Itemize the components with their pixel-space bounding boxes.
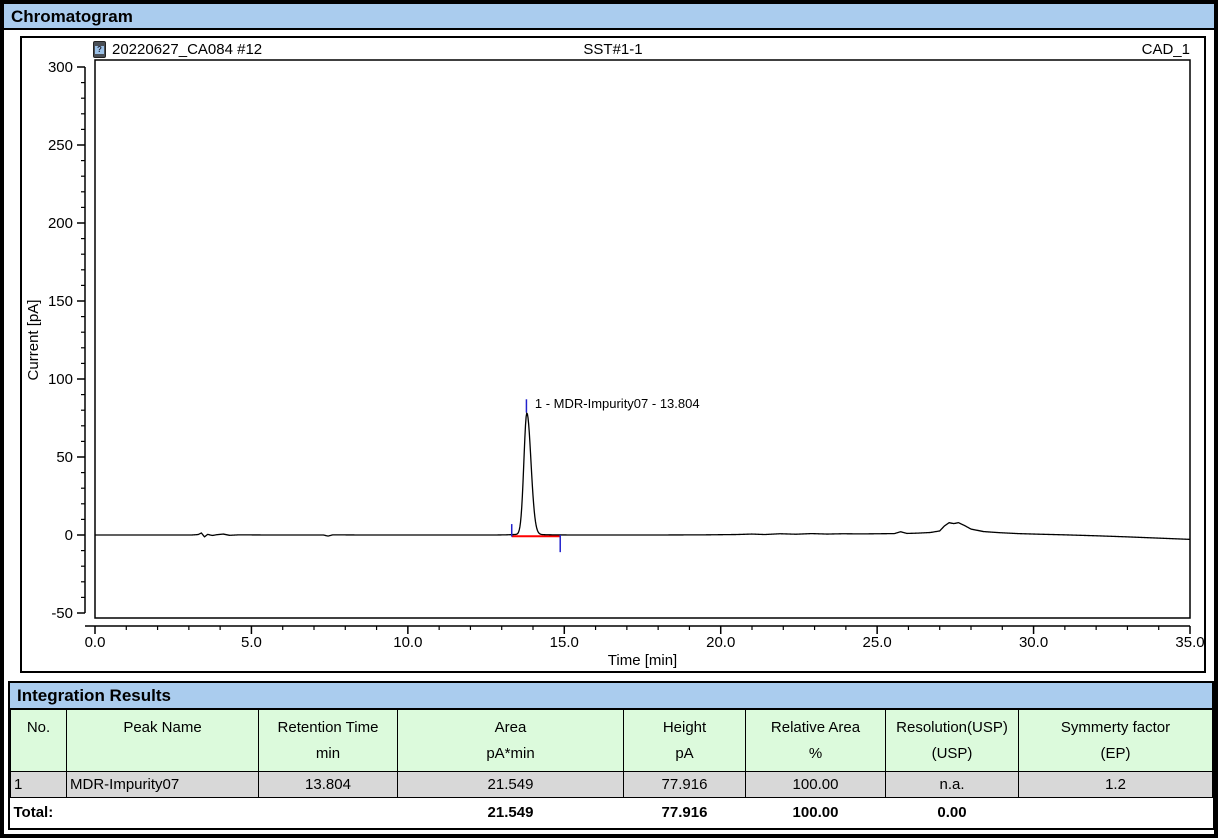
y-tick-label: 250	[48, 137, 73, 154]
total-symmetry-factor	[1018, 797, 1213, 828]
y-tick-label: 200	[48, 215, 73, 232]
y-tick-label: 300	[48, 59, 73, 76]
x-tick-label: 30.0	[1019, 634, 1048, 651]
col-header-symmetry-factor: Symmerty factor (EP)	[1018, 709, 1213, 772]
total-height: 77.916	[623, 797, 746, 828]
col-header-relative-area: Relative Area %	[745, 709, 886, 772]
y-tick-label: 0	[65, 527, 73, 544]
cell-height: 77.916	[623, 771, 746, 798]
chromatogram-panel[interactable]: ? 20220627_CA084 #12 SST#1-1 CAD_1 -50 0 5…	[20, 36, 1206, 673]
total-label: Total:	[10, 797, 398, 828]
y-tick-label: 100	[48, 371, 73, 388]
y-tick-label: 50	[56, 449, 73, 466]
total-resolution: 0.00	[885, 797, 1019, 828]
chromatogram-trace	[94, 412, 1191, 541]
y-axis-title: Current [pA]	[25, 300, 42, 381]
total-row: Total: 21.549 77.916 100.00 0.00	[10, 797, 1213, 828]
peak-result-row[interactable]: 1 MDR-Impurity07 13.804 21.549 77.916 10…	[10, 771, 1213, 798]
col-header-resolution: Resolution(USP) (USP)	[885, 709, 1019, 772]
y-tick-label: -50	[51, 605, 73, 622]
x-tick-label: 25.0	[863, 634, 892, 651]
total-area: 21.549	[397, 797, 624, 828]
x-tick-label: 35.0	[1175, 634, 1204, 651]
integration-results-panel: Integration Results No. Peak Name Retent…	[8, 681, 1214, 830]
x-tick-label: 15.0	[550, 634, 579, 651]
x-tick-label: 10.0	[393, 634, 422, 651]
cell-peak-name: MDR-Impurity07	[66, 771, 259, 798]
chromatogram-panel-title: Chromatogram	[4, 4, 1214, 30]
cell-no: 1	[10, 771, 67, 798]
x-tick-label: 20.0	[706, 634, 735, 651]
x-tick-label: 5.0	[241, 634, 262, 651]
cell-retention-time: 13.804	[258, 771, 398, 798]
peak-annotation: 1 - MDR-Impurity07 - 13.804	[535, 396, 700, 411]
cell-relative-area: 100.00	[745, 771, 886, 798]
y-tick-label: 150	[48, 293, 73, 310]
cell-symmetry-factor: 1.2	[1018, 771, 1213, 798]
col-header-retention-time: Retention Time min	[258, 709, 398, 772]
integration-results-title: Integration Results	[10, 683, 1212, 709]
integration-results-table: No. Peak Name Retention Time min Area pA…	[10, 709, 1213, 828]
cell-area: 21.549	[397, 771, 624, 798]
x-axis-title: Time [min]	[608, 652, 677, 669]
col-header-height: Height pA	[623, 709, 746, 772]
plot-frame	[94, 59, 1191, 619]
col-header-no: No.	[10, 709, 67, 772]
chromatogram-plot[interactable]: -50 0 50 100 150 200 250 300 Current [pA] 0.0 5.0 1…	[22, 38, 1205, 671]
col-header-peak-name: Peak Name	[66, 709, 259, 772]
total-relative-area: 100.00	[745, 797, 886, 828]
x-tick-label: 0.0	[85, 634, 106, 651]
cell-resolution: n.a.	[885, 771, 1019, 798]
table-header-row: No. Peak Name Retention Time min Area pA…	[10, 709, 1213, 772]
col-header-area: Area pA*min	[397, 709, 624, 772]
